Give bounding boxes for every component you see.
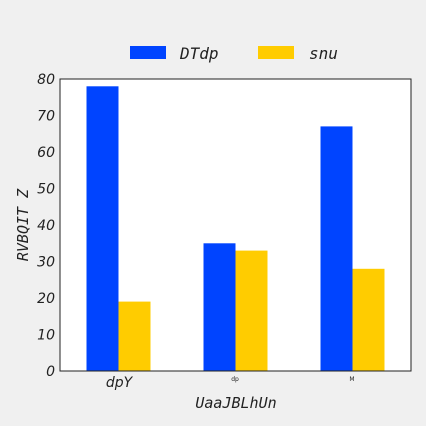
bar-dtdp-2 xyxy=(320,126,353,372)
x-tick-label: dp xyxy=(231,376,239,383)
bar-snu-0 xyxy=(118,301,151,371)
y-tick-label: 30 xyxy=(37,255,55,271)
bar-snu-1 xyxy=(235,250,268,371)
x-tick-label: dpY xyxy=(106,375,134,391)
legend-swatch-snu xyxy=(258,46,294,59)
legend-label-snu: snu xyxy=(309,44,338,63)
legend-label-dtdp: DTdp xyxy=(179,44,219,63)
y-axis-label: RVBQIT Z xyxy=(14,188,32,261)
y-tick-label: 10 xyxy=(37,328,55,344)
bar-dtdp-1 xyxy=(203,243,236,372)
y-tick-label: 20 xyxy=(37,291,55,307)
legend-swatch-dtdp xyxy=(130,46,166,59)
y-tick-label: 50 xyxy=(37,182,55,198)
y-axis-ticks: 0 10 20 30 40 50 60 70 80 xyxy=(37,72,55,380)
y-tick-label: 70 xyxy=(37,109,55,125)
bar-snu-2 xyxy=(352,268,385,371)
y-tick-label: 60 xyxy=(37,145,55,161)
plot-frame xyxy=(59,78,412,372)
y-tick-label: 0 xyxy=(46,364,55,380)
legend: DTdp snu xyxy=(130,44,338,63)
bars xyxy=(86,86,385,372)
x-axis-ticks: dpY dp M xyxy=(106,375,355,391)
bar-dtdp-0 xyxy=(86,86,119,372)
x-tick-label: M xyxy=(349,376,354,383)
x-axis-label: UaaJBLhUn xyxy=(195,394,276,412)
y-tick-label: 80 xyxy=(37,72,55,88)
y-tick-label: 40 xyxy=(37,218,55,234)
